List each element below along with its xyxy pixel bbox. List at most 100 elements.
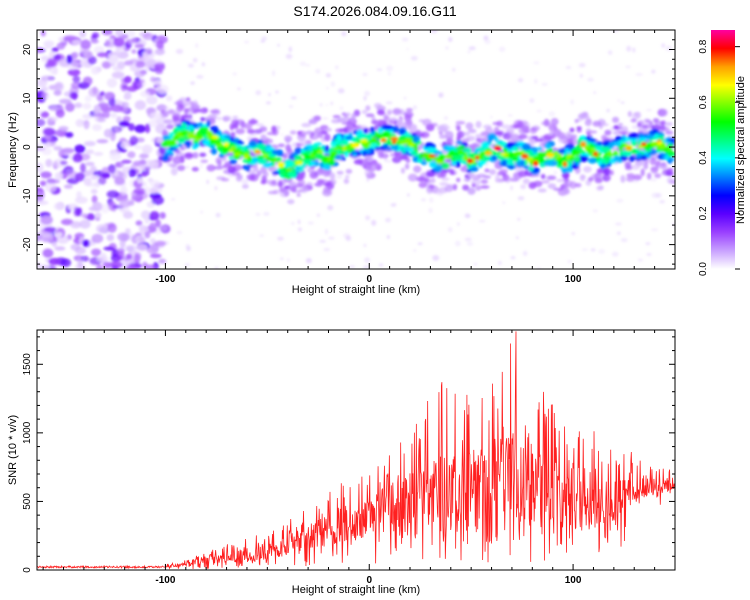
heatmap-cell	[92, 201, 103, 212]
heatmap-cell	[345, 168, 353, 174]
heatmap-cell	[644, 119, 652, 123]
heatmap-cell	[375, 163, 382, 171]
heatmap-cell	[159, 212, 166, 219]
heatmap-cell	[148, 222, 157, 233]
heatmap-cell	[196, 74, 204, 79]
heatmap-cell	[115, 30, 124, 37]
heatmap-cell	[171, 198, 176, 201]
heatmap-cell	[441, 177, 450, 181]
heatmap-cell	[376, 119, 384, 125]
heatmap-cell	[352, 151, 357, 158]
heatmap-cell	[55, 129, 68, 137]
snr-y-axis-label: SNR (10 * v/v)	[7, 415, 19, 485]
heatmap-cell	[455, 120, 466, 125]
heatmap-cell	[325, 73, 332, 78]
heatmap-cell	[335, 65, 339, 70]
heatmap-cell	[579, 73, 583, 78]
heatmap-cell	[615, 156, 621, 161]
heatmap-cell	[532, 160, 539, 167]
heatmap-cell	[294, 146, 303, 154]
heatmap-cell	[221, 146, 229, 154]
heatmap-cell	[82, 239, 90, 248]
heatmap-cell	[407, 123, 418, 132]
heatmap-cell	[42, 248, 54, 258]
heatmap-cell	[235, 174, 243, 182]
heatmap-cell	[323, 127, 332, 132]
heatmap-cell	[101, 167, 111, 175]
snr-y-tick-label: 500	[22, 493, 33, 510]
heatmap-cell	[116, 254, 123, 262]
heatmap-cell	[450, 171, 455, 175]
heatmap-cell	[497, 260, 502, 266]
heatmap-cell	[95, 264, 103, 269]
heatmap-cell	[620, 155, 629, 161]
heatmap-cell	[136, 177, 144, 184]
heatmap-cell	[344, 151, 349, 158]
heatmap-cell	[53, 202, 65, 211]
heatmap-cell	[385, 147, 392, 151]
heatmap-cell	[571, 232, 576, 236]
heatmap-cell	[433, 150, 444, 155]
heatmap-cell	[547, 175, 557, 181]
heatmap-cell	[228, 155, 234, 160]
heatmap-cell	[492, 151, 498, 156]
colorbar-tick-label: 0.4	[698, 150, 709, 164]
heatmap-cell	[638, 137, 649, 141]
heatmap-cell	[622, 150, 632, 157]
heatmap-cell	[496, 141, 507, 147]
heatmap-cell	[592, 209, 599, 213]
heatmap-cell	[364, 168, 371, 177]
heatmap-x-tick-label: 100	[565, 274, 582, 285]
heatmap-cell	[192, 57, 198, 63]
heatmap-cell	[229, 159, 238, 165]
heatmap-cell	[336, 136, 343, 141]
heatmap-cell	[232, 115, 239, 120]
heatmap-cell	[520, 184, 527, 190]
heatmap-cell	[71, 39, 82, 45]
heatmap-cell	[256, 143, 267, 150]
snr-x-axis-label: Height of straight line (km)	[292, 584, 420, 596]
heatmap-cell	[40, 111, 50, 118]
heatmap-cell	[185, 97, 191, 102]
heatmap-cell	[517, 77, 524, 83]
colorbar-tick-label: 0.6	[698, 95, 709, 109]
heatmap-cell	[67, 68, 81, 77]
heatmap-cell	[178, 103, 186, 109]
heatmap-cell	[97, 176, 107, 185]
heatmap-cell	[382, 130, 392, 138]
heatmap-cell	[289, 130, 297, 135]
heatmap-cell	[268, 93, 271, 97]
heatmap-cell	[657, 141, 662, 145]
heatmap-cell	[376, 68, 383, 71]
heatmap-cell	[135, 235, 147, 244]
heatmap-cell	[271, 125, 277, 133]
heatmap-cell	[192, 101, 199, 106]
heatmap-cell	[640, 168, 645, 177]
heatmap-cell	[271, 179, 277, 185]
heatmap-cell	[294, 189, 302, 194]
heatmap-cell	[475, 185, 482, 191]
heatmap-cell	[285, 144, 292, 152]
heatmap-cell	[561, 171, 569, 179]
heatmap-cell	[103, 246, 115, 251]
heatmap-cell	[259, 234, 264, 237]
heatmap-cell	[666, 168, 674, 173]
heatmap-cell	[362, 72, 368, 77]
heatmap-cell	[439, 134, 448, 139]
heatmap-cell	[649, 142, 658, 146]
heatmap-cell	[613, 125, 619, 130]
heatmap-cell	[139, 159, 147, 165]
heatmap-cell	[215, 157, 221, 165]
heatmap-cell	[127, 200, 135, 206]
heatmap-cell	[221, 177, 230, 182]
heatmap-cell	[475, 133, 485, 138]
heatmap-cell	[584, 118, 592, 127]
heatmap-cell	[141, 144, 153, 155]
heatmap-cell	[290, 221, 296, 226]
colorbar-tick-label: 0.8	[698, 39, 709, 53]
heatmap-cell	[413, 153, 420, 158]
heatmap-cell	[84, 95, 92, 103]
heatmap-cell	[439, 123, 450, 132]
heatmap-cell	[218, 153, 225, 158]
heatmap-cell	[365, 105, 371, 112]
